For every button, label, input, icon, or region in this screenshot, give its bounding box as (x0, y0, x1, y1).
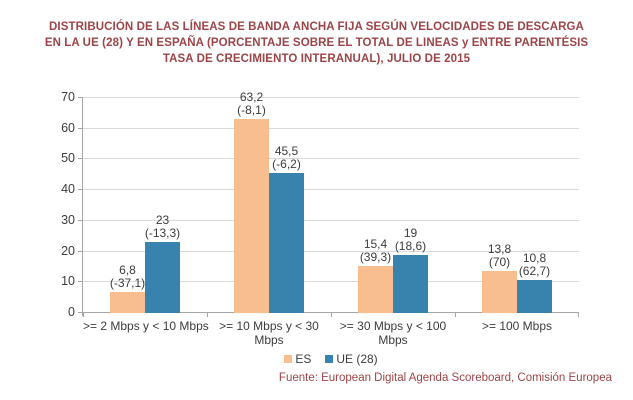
bar-value-label: 6,8 (119, 263, 136, 277)
category-label-line: Mbps (254, 333, 284, 347)
bar-growth-label: (62,7) (518, 264, 551, 278)
y-tick (78, 281, 83, 282)
y-axis-label: 30 (61, 213, 75, 227)
bar-ue28-3 (517, 280, 552, 313)
category-label-line: >= 2 Mbps y < 10 Mbps (83, 319, 209, 333)
source-note: Fuente: European Digital Agenda Scoreboa… (278, 372, 612, 384)
y-axis-label: 40 (61, 182, 75, 196)
plot-area: 0 10 20 30 40 50 60 70 6,8 (-37,1) 23 (-13,3) >= 2 M… (61, 90, 579, 347)
gridline (83, 251, 579, 252)
y-axis-label: 50 (61, 151, 75, 165)
bar-ue28-2 (393, 255, 428, 313)
gridline (83, 128, 579, 129)
gridline (83, 281, 579, 282)
legend-swatch-es (284, 355, 293, 363)
legend-item-ue28: UE (28) (325, 352, 378, 366)
bar-label-es-2: 15,4 (39,3) (341, 238, 411, 264)
bar-label-ue28-1: 45,5 (-6,2) (252, 145, 322, 171)
x-axis-line (83, 312, 579, 313)
bar-value-label: 15,4 (363, 237, 388, 251)
y-tick (78, 128, 83, 129)
y-axis-label: 0 (68, 305, 75, 319)
category-label-2: >= 30 Mbps y < 100 Mbps (331, 319, 455, 347)
bar-label-es-0: 6,8 (-37,1) (93, 264, 163, 290)
bar-label-es-1: 63,2 (-8,1) (217, 91, 287, 117)
chart-title: DISTRIBUCIÓN DE LAS LÍNEAS DE BANDA ANCH… (20, 19, 613, 67)
bar-value-label: 63,2 (239, 90, 264, 104)
bar-es-0 (110, 292, 145, 313)
gridline (83, 158, 579, 159)
bar-ue28-1 (269, 173, 304, 313)
legend-label-ue28: UE (28) (336, 352, 378, 366)
y-axis-label: 60 (61, 121, 75, 135)
bar-label-ue28-0: 23 (-13,3) (128, 214, 198, 240)
x-tick (83, 313, 84, 317)
y-tick (78, 158, 83, 159)
x-tick (578, 313, 579, 317)
x-tick (331, 313, 332, 317)
bar-growth-label: (-13,3) (144, 226, 181, 240)
y-axis-label: 10 (61, 274, 75, 288)
y-tick (78, 220, 83, 221)
bar-es-1 (234, 119, 269, 313)
x-tick (455, 313, 456, 317)
bar-value-label: 45,5 (274, 144, 299, 158)
category-label-line: >= 100 Mbps (481, 319, 553, 333)
gridline (83, 189, 579, 190)
y-axis-label: 70 (61, 90, 75, 104)
y-tick (78, 97, 83, 98)
bar-label-es-3: 13,8 (70) (465, 243, 535, 269)
legend-swatch-ue28 (325, 355, 334, 363)
bar-value-label: 19 (403, 226, 418, 240)
category-label-3: >= 100 Mbps (455, 319, 579, 333)
gridline (83, 220, 579, 221)
y-axis-line (82, 98, 83, 316)
bar-growth-label: (-6,2) (272, 157, 301, 171)
chart-title-line-2: EN LA UE (28) Y EN ESPAÑA (PORCENTAJE SO… (44, 37, 589, 49)
chart-title-line-1: DISTRIBUCIÓN DE LAS LÍNEAS DE BANDA ANCH… (49, 21, 584, 33)
bar-value-label: 13,8 (487, 242, 512, 256)
legend-label-es: ES (295, 352, 312, 366)
bar-growth-label: (-37,1) (109, 276, 146, 290)
bar-value-label: 10,8 (522, 251, 547, 265)
bar-growth-label: (-8,1) (237, 103, 266, 117)
bar-label-ue28-2: 19 (18,6) (376, 227, 446, 253)
category-label-line: >= 10 Mbps y < 30 (219, 319, 319, 333)
category-label-line: >= 30 Mbps y < 100 (339, 319, 447, 333)
bar-growth-label: (70) (488, 255, 511, 269)
bar-growth-label: (39,3) (359, 250, 392, 264)
bar-ue28-0 (145, 242, 180, 313)
legend: ES UE (28) (83, 352, 579, 366)
category-label-1: >= 10 Mbps y < 30 Mbps (207, 319, 331, 347)
bar-label-ue28-3: 10,8 (62,7) (500, 252, 570, 278)
x-tick (207, 313, 208, 317)
chart-title-line-3: TASA DE CRECIMIENTO INTERANUAL), JULIO D… (162, 53, 471, 65)
y-tick (78, 312, 83, 313)
category-label-0: >= 2 Mbps y < 10 Mbps (83, 319, 209, 333)
y-tick (78, 189, 83, 190)
bar-value-label: 23 (155, 213, 170, 227)
y-axis-label: 20 (61, 244, 75, 258)
category-label-line: Mbps (378, 333, 408, 347)
bar-es-2 (358, 266, 393, 313)
bar-es-3 (482, 271, 517, 313)
gridline (83, 97, 579, 98)
bar-growth-label: (18,6) (394, 239, 427, 253)
y-tick (78, 251, 83, 252)
legend-item-es: ES (284, 352, 311, 366)
